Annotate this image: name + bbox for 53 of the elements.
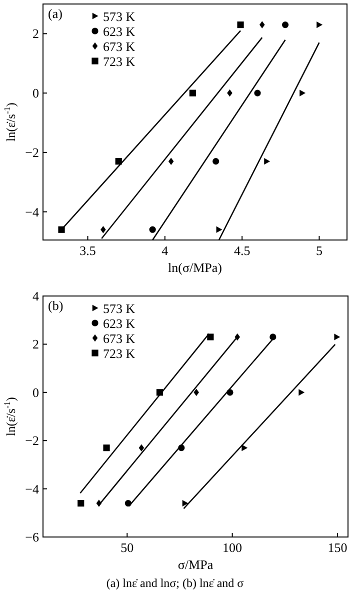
point [216, 226, 222, 233]
point [138, 444, 144, 452]
point [58, 226, 65, 233]
point [189, 90, 196, 96]
annotation: (b) [48, 298, 64, 313]
point [103, 444, 110, 452]
point [149, 226, 156, 233]
point [78, 500, 84, 507]
y-tick-label: 2 [32, 336, 39, 352]
point [115, 158, 122, 165]
legend-label: 573 K [103, 301, 136, 316]
x-tick-label: 5 [316, 243, 322, 258]
point [264, 158, 270, 165]
point [298, 389, 305, 396]
point [242, 444, 248, 452]
point [270, 334, 276, 340]
y-tick-label: −4 [25, 481, 40, 496]
y-tick-label: 2 [32, 26, 39, 42]
point [168, 158, 174, 165]
x-axis-title: σ/MPa [178, 557, 214, 572]
y-tick-label: 0 [32, 86, 39, 101]
annotation: (a) [48, 6, 62, 21]
point [237, 21, 244, 28]
legend-label: 673 K [103, 39, 136, 54]
x-tick-label: 4.5 [234, 243, 250, 258]
y-tick-label: −2 [25, 433, 39, 448]
point [182, 500, 188, 507]
legend-label: 623 K [103, 24, 136, 39]
legend-label: 723 K [103, 54, 136, 69]
text: (a) lnε̇ and lnσ; (b) lnε̇ and σ [106, 576, 244, 590]
point [254, 90, 261, 96]
point [207, 334, 214, 340]
x-tick-label: 150 [328, 540, 348, 555]
point [300, 90, 306, 96]
y-tick-label: −6 [25, 530, 40, 544]
y-tick-label: 0 [32, 384, 39, 400]
legend-label: 673 K [103, 331, 136, 346]
y-tick-label: 4 [32, 288, 40, 304]
y-tick-label: −2 [25, 144, 39, 160]
point [282, 21, 289, 28]
point [316, 21, 323, 28]
legend-label: 723 K [103, 346, 136, 361]
x-tick-label: 100 [222, 540, 242, 555]
point [212, 158, 220, 165]
legend-label: 623 K [103, 316, 136, 331]
y-tick-label: −4 [25, 204, 40, 220]
x-tick-label: 4 [162, 243, 169, 258]
x-tick-label: 3.5 [80, 243, 96, 258]
point [259, 21, 265, 28]
x-axis-title: ln(σ/MPa) [168, 260, 222, 275]
point [334, 334, 340, 340]
x-tick-label: 50 [120, 540, 134, 555]
legend-label: 573 K [103, 9, 136, 24]
